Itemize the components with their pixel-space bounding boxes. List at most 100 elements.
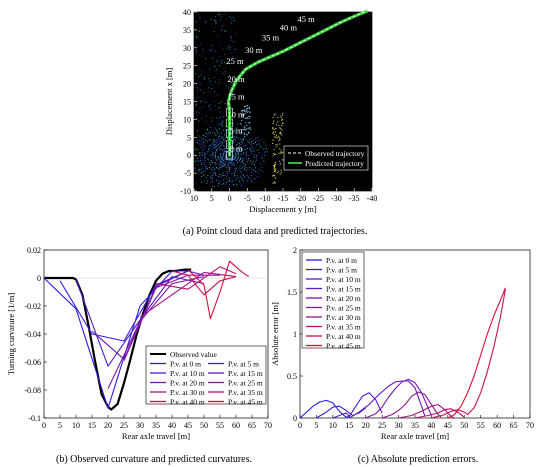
point-cloud-dot bbox=[219, 180, 221, 182]
point-cloud-dot bbox=[222, 149, 224, 151]
point-cloud-dot bbox=[219, 65, 221, 67]
point-cloud-dot bbox=[231, 173, 233, 175]
point-cloud-dot bbox=[242, 129, 245, 131]
legend-label: P.v. at 15 m bbox=[326, 285, 361, 294]
point-cloud-dot bbox=[211, 180, 213, 182]
point-cloud-dot bbox=[257, 175, 259, 178]
point-cloud-dot bbox=[205, 120, 207, 122]
x-tick-label: -40 bbox=[367, 194, 378, 203]
point-cloud-dot bbox=[228, 162, 230, 164]
point-cloud-dot bbox=[219, 166, 221, 168]
point-cloud-dot bbox=[215, 146, 217, 148]
point-cloud-dot bbox=[239, 122, 241, 124]
point-cloud-dot bbox=[226, 136, 228, 138]
road-marking-dot bbox=[275, 144, 277, 146]
point-cloud-dot bbox=[246, 108, 248, 110]
point-cloud-dot bbox=[245, 129, 247, 131]
x-tick-label: 25 bbox=[120, 421, 128, 430]
point-cloud-dot bbox=[230, 162, 232, 164]
legend-label: P.v. at 40 m bbox=[170, 398, 205, 407]
point-cloud-dot bbox=[216, 94, 218, 96]
point-cloud-dot bbox=[216, 117, 218, 119]
road-marking-dot bbox=[276, 121, 279, 123]
point-cloud-dot bbox=[198, 30, 200, 32]
point-cloud-dot bbox=[225, 30, 227, 32]
x-tick-label: 40 bbox=[168, 421, 176, 430]
point-cloud-dot bbox=[207, 129, 209, 131]
point-cloud-dot bbox=[208, 162, 210, 164]
point-cloud-dot bbox=[239, 150, 241, 152]
point-cloud-dot bbox=[214, 132, 216, 134]
point-cloud-dot bbox=[214, 65, 216, 67]
point-cloud-dot bbox=[233, 150, 235, 152]
point-cloud-dot bbox=[228, 87, 230, 89]
point-cloud-dot bbox=[209, 144, 211, 146]
point-cloud-dot bbox=[208, 148, 210, 150]
point-cloud-dot bbox=[240, 144, 242, 146]
point-cloud-dot bbox=[233, 171, 235, 173]
point-cloud-dot bbox=[220, 16, 222, 18]
point-cloud-dot bbox=[255, 161, 257, 163]
point-cloud-dot bbox=[213, 185, 215, 188]
caption-b: (b) Observed curvature and predicted cur… bbox=[56, 454, 252, 465]
point-cloud-dot bbox=[235, 148, 237, 151]
point-cloud-dot bbox=[233, 41, 235, 43]
point-cloud-dot bbox=[227, 171, 229, 173]
point-cloud-dot bbox=[263, 141, 265, 143]
point-cloud-dot bbox=[214, 140, 216, 142]
road-marking-dot bbox=[280, 134, 282, 136]
point-cloud-dot bbox=[246, 134, 248, 136]
point-cloud-dot bbox=[197, 82, 199, 84]
point-cloud-dot bbox=[237, 176, 239, 178]
point-cloud-dot bbox=[215, 179, 217, 181]
road-marking-dot bbox=[274, 131, 277, 133]
point-cloud-dot bbox=[217, 155, 219, 157]
point-cloud-dot bbox=[219, 145, 221, 147]
point-cloud-dot bbox=[248, 107, 251, 109]
point-cloud-dot bbox=[211, 117, 213, 119]
y-tick-label: -5 bbox=[184, 169, 191, 178]
point-cloud-dot bbox=[244, 136, 246, 138]
point-cloud-dot bbox=[200, 146, 202, 148]
point-cloud-dot bbox=[249, 147, 251, 149]
point-cloud-dot bbox=[257, 140, 259, 142]
point-cloud-dot bbox=[219, 173, 221, 175]
point-cloud-dot bbox=[243, 109, 245, 111]
point-cloud-dot bbox=[207, 152, 209, 154]
point-cloud-dot bbox=[222, 25, 224, 27]
point-cloud-dot bbox=[257, 172, 259, 174]
road-marking-dot bbox=[274, 136, 276, 138]
y-tick-label: 35 bbox=[183, 26, 191, 35]
point-cloud-dot bbox=[219, 13, 221, 15]
road-marking-dot bbox=[275, 128, 277, 130]
point-cloud-dot bbox=[210, 168, 212, 170]
point-cloud-dot bbox=[251, 171, 253, 173]
point-cloud-dot bbox=[217, 35, 219, 37]
point-cloud-dot bbox=[238, 168, 240, 171]
point-cloud-dot bbox=[219, 19, 221, 21]
point-cloud-dot bbox=[217, 138, 220, 140]
caption-c: (c) Absolute prediction errors. bbox=[358, 454, 479, 465]
point-cloud-dot bbox=[220, 176, 222, 178]
road-marking-dot bbox=[282, 112, 284, 114]
road-marking-dot bbox=[281, 117, 283, 119]
point-cloud-dot bbox=[240, 161, 242, 163]
point-cloud-dot bbox=[235, 187, 237, 189]
point-cloud-dot bbox=[200, 83, 202, 85]
x-axis-label: Rear axle travel [m] bbox=[122, 431, 190, 441]
point-cloud-dot bbox=[248, 132, 250, 134]
point-cloud-dot bbox=[253, 139, 255, 141]
point-cloud-dot bbox=[234, 33, 236, 35]
y-tick-label: -0.08 bbox=[24, 386, 41, 395]
point-cloud-dot bbox=[227, 163, 229, 165]
road-marking-dot bbox=[272, 175, 274, 177]
x-tick-label: 50 bbox=[460, 421, 468, 430]
point-cloud-dot bbox=[210, 151, 212, 153]
point-cloud-dot bbox=[198, 76, 200, 78]
point-cloud-dot bbox=[253, 150, 255, 152]
point-cloud-dot bbox=[242, 179, 244, 181]
point-cloud-dot bbox=[244, 129, 246, 131]
point-cloud-dot bbox=[232, 161, 234, 163]
point-cloud-dot bbox=[254, 167, 257, 169]
